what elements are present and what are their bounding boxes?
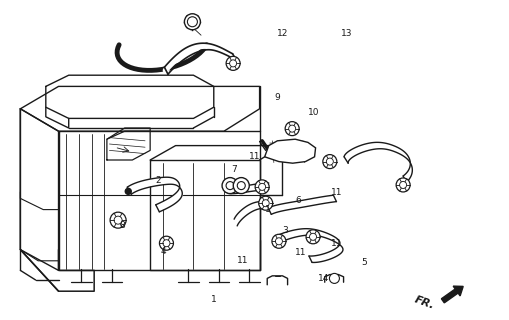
Circle shape: [125, 188, 131, 194]
Circle shape: [226, 56, 240, 70]
Circle shape: [323, 155, 337, 169]
Text: 8: 8: [120, 221, 125, 230]
Circle shape: [159, 236, 174, 250]
Circle shape: [110, 212, 126, 228]
Text: 11: 11: [295, 248, 307, 257]
Circle shape: [255, 180, 269, 194]
Text: 9: 9: [275, 93, 280, 102]
Circle shape: [272, 234, 286, 248]
Text: 1: 1: [211, 295, 217, 304]
Circle shape: [222, 178, 238, 194]
Text: 11: 11: [249, 152, 261, 161]
Text: 2: 2: [155, 176, 161, 185]
Text: FR.: FR.: [413, 294, 437, 311]
Text: 13: 13: [341, 29, 353, 38]
Text: 10: 10: [308, 108, 320, 116]
Circle shape: [259, 196, 273, 210]
Text: 5: 5: [361, 258, 367, 267]
Text: 1: 1: [265, 205, 270, 214]
Circle shape: [184, 14, 201, 30]
Text: 11: 11: [331, 239, 343, 248]
FancyArrow shape: [441, 286, 463, 303]
Text: 11: 11: [237, 256, 248, 265]
Circle shape: [285, 122, 299, 136]
Polygon shape: [265, 139, 316, 163]
Circle shape: [396, 178, 410, 192]
Circle shape: [329, 273, 340, 284]
Text: 4: 4: [160, 247, 166, 256]
Circle shape: [306, 230, 320, 244]
Text: 7: 7: [232, 165, 237, 174]
Circle shape: [233, 178, 249, 194]
Text: 12: 12: [277, 29, 289, 38]
Text: 3: 3: [282, 226, 288, 235]
Text: 11: 11: [331, 188, 343, 196]
Text: 14: 14: [318, 274, 329, 283]
Text: 6: 6: [295, 196, 301, 204]
